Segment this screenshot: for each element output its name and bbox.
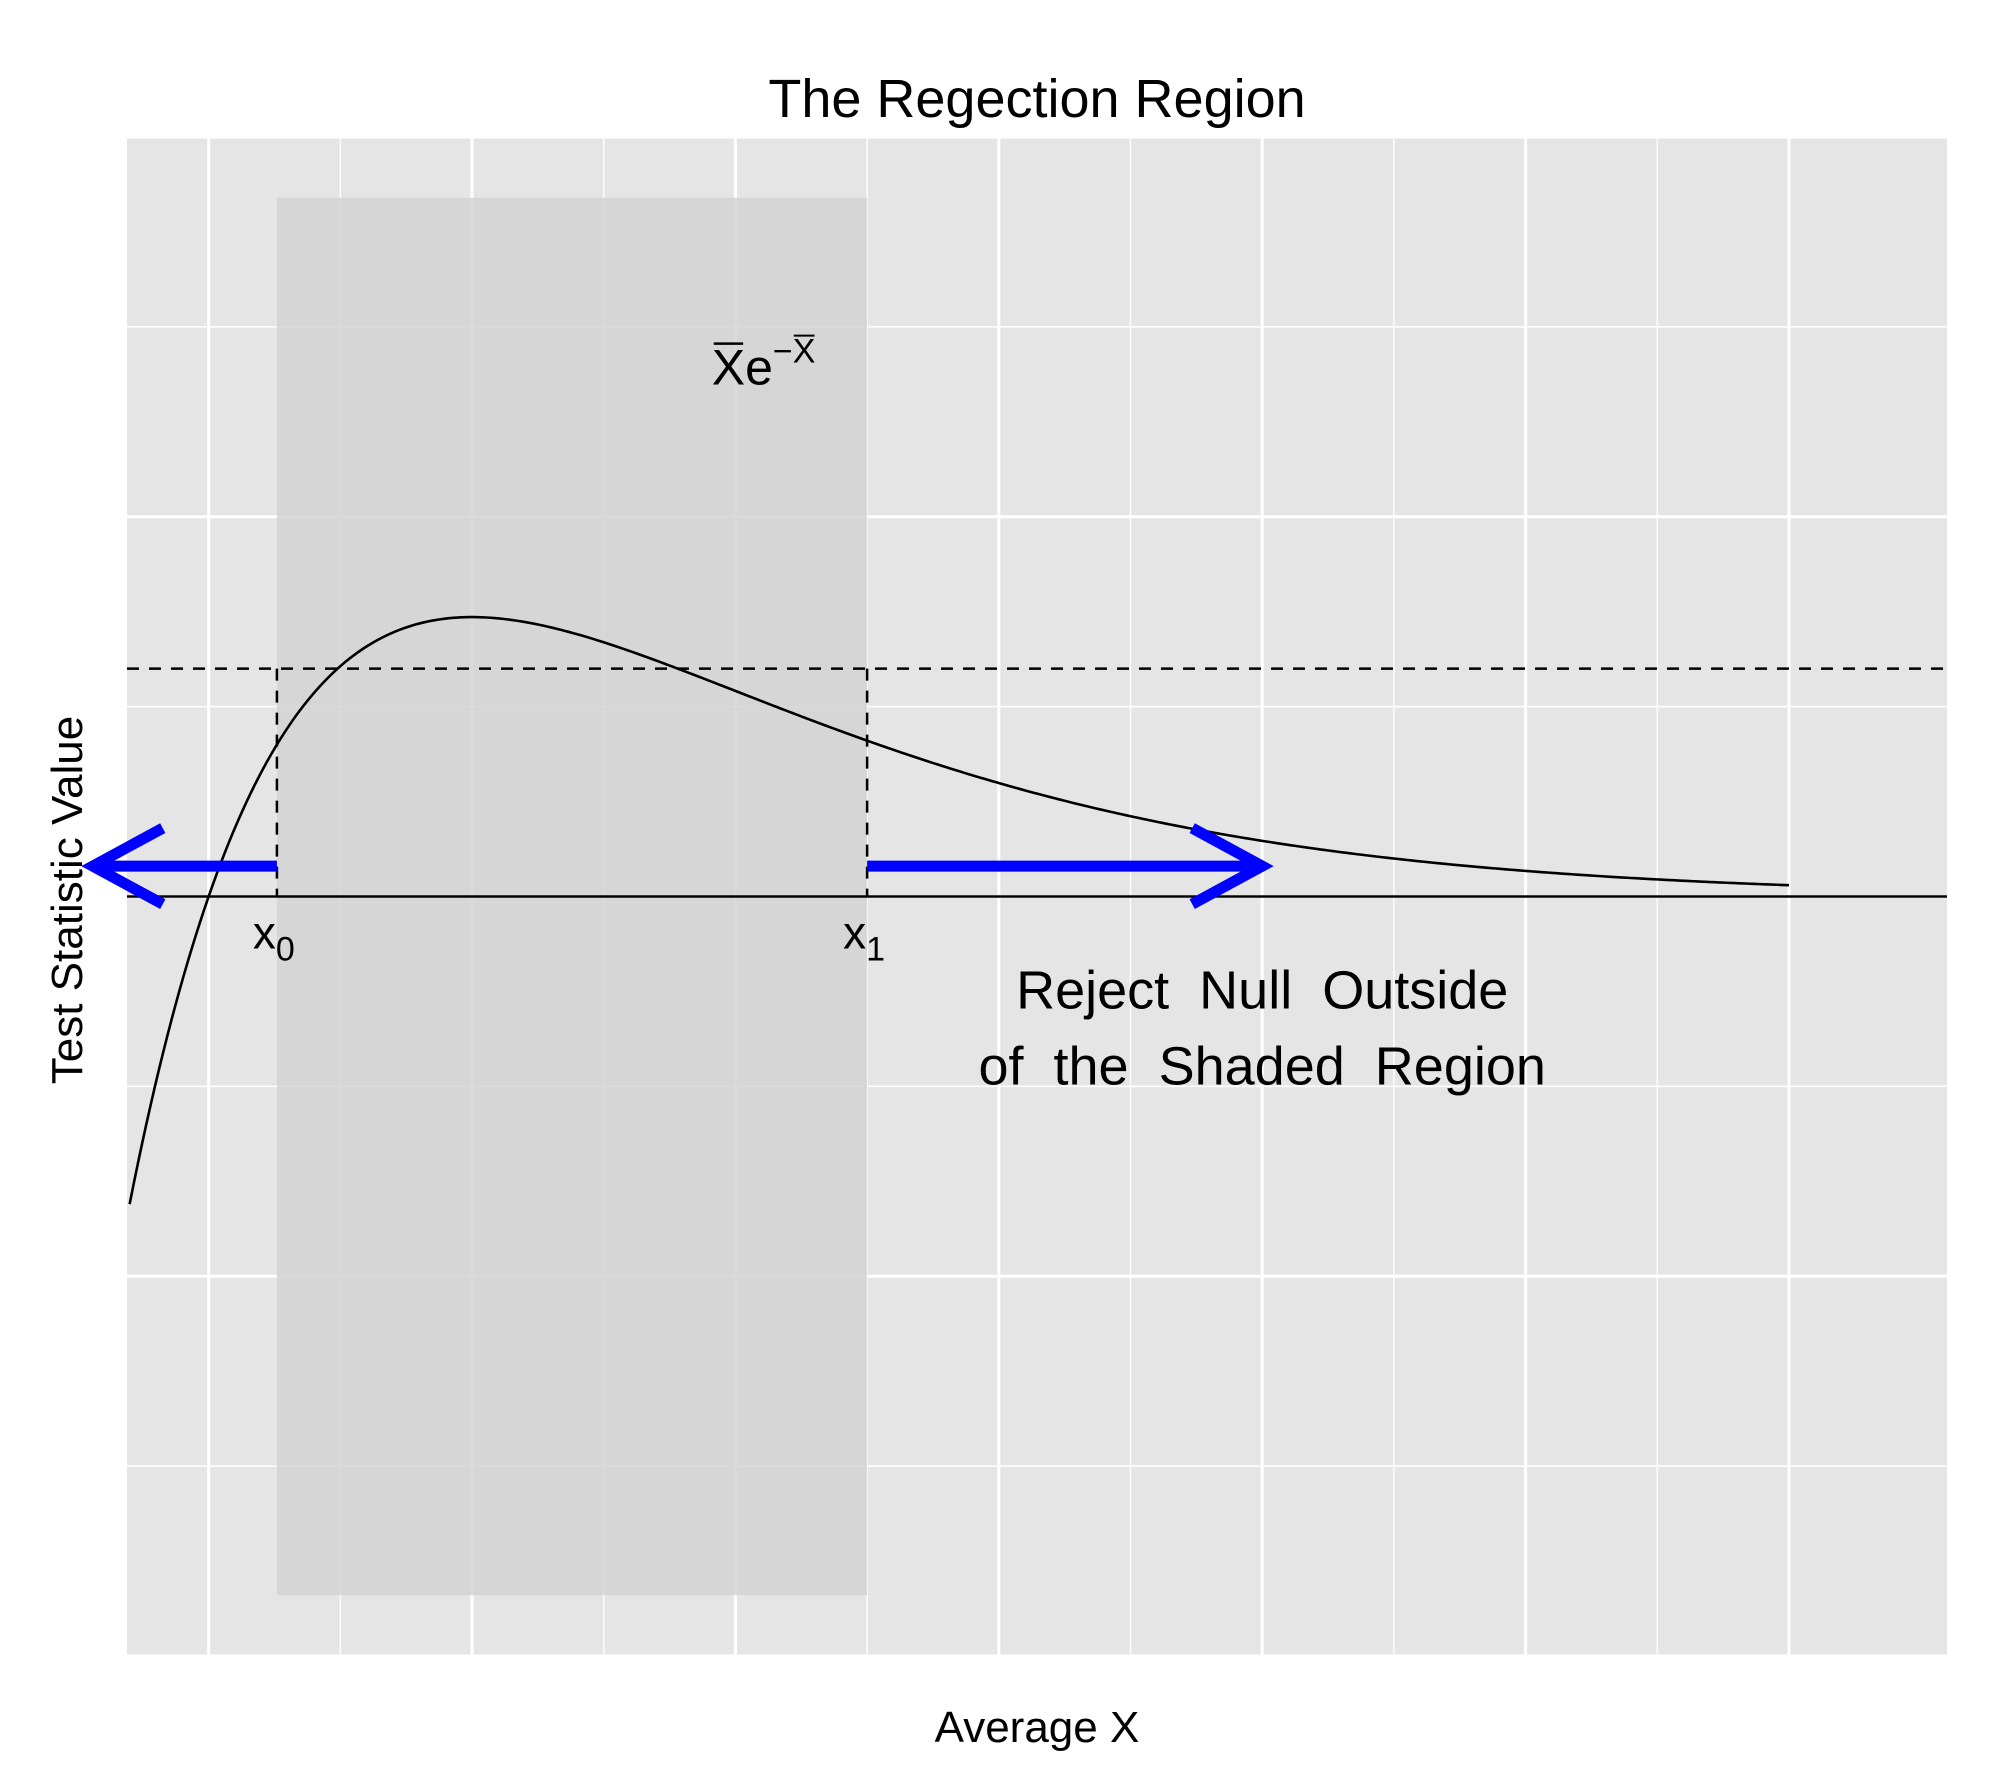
- arrow-head-1: [1189, 823, 1274, 909]
- x1-label-sub: 1: [866, 931, 885, 969]
- y-axis-label: Test Statistic Value: [43, 716, 92, 1084]
- function-label: Xe−X: [712, 333, 816, 396]
- x0-label-main: x: [253, 907, 276, 959]
- function-label-e: e: [745, 340, 773, 396]
- annotation-line-2: of the Shaded Region: [978, 1036, 1545, 1096]
- x1-label-main: x: [843, 907, 866, 959]
- x-axis-label: Average X: [935, 1703, 1140, 1752]
- function-curve: [128, 615, 1790, 1205]
- function-label-sign: −: [773, 333, 793, 371]
- arrow-head-0: [81, 823, 166, 909]
- arrows: [81, 823, 1274, 909]
- annotation-line-1: Reject Null Outside: [1016, 960, 1508, 1020]
- x0-label: x0: [253, 907, 295, 969]
- x1-label: x1: [843, 907, 885, 969]
- chart-title: The Regection Region: [768, 69, 1305, 129]
- function-label-sup-var: X: [793, 333, 816, 371]
- function-label-base: X: [712, 340, 745, 396]
- x0-label-sub: 0: [276, 931, 295, 969]
